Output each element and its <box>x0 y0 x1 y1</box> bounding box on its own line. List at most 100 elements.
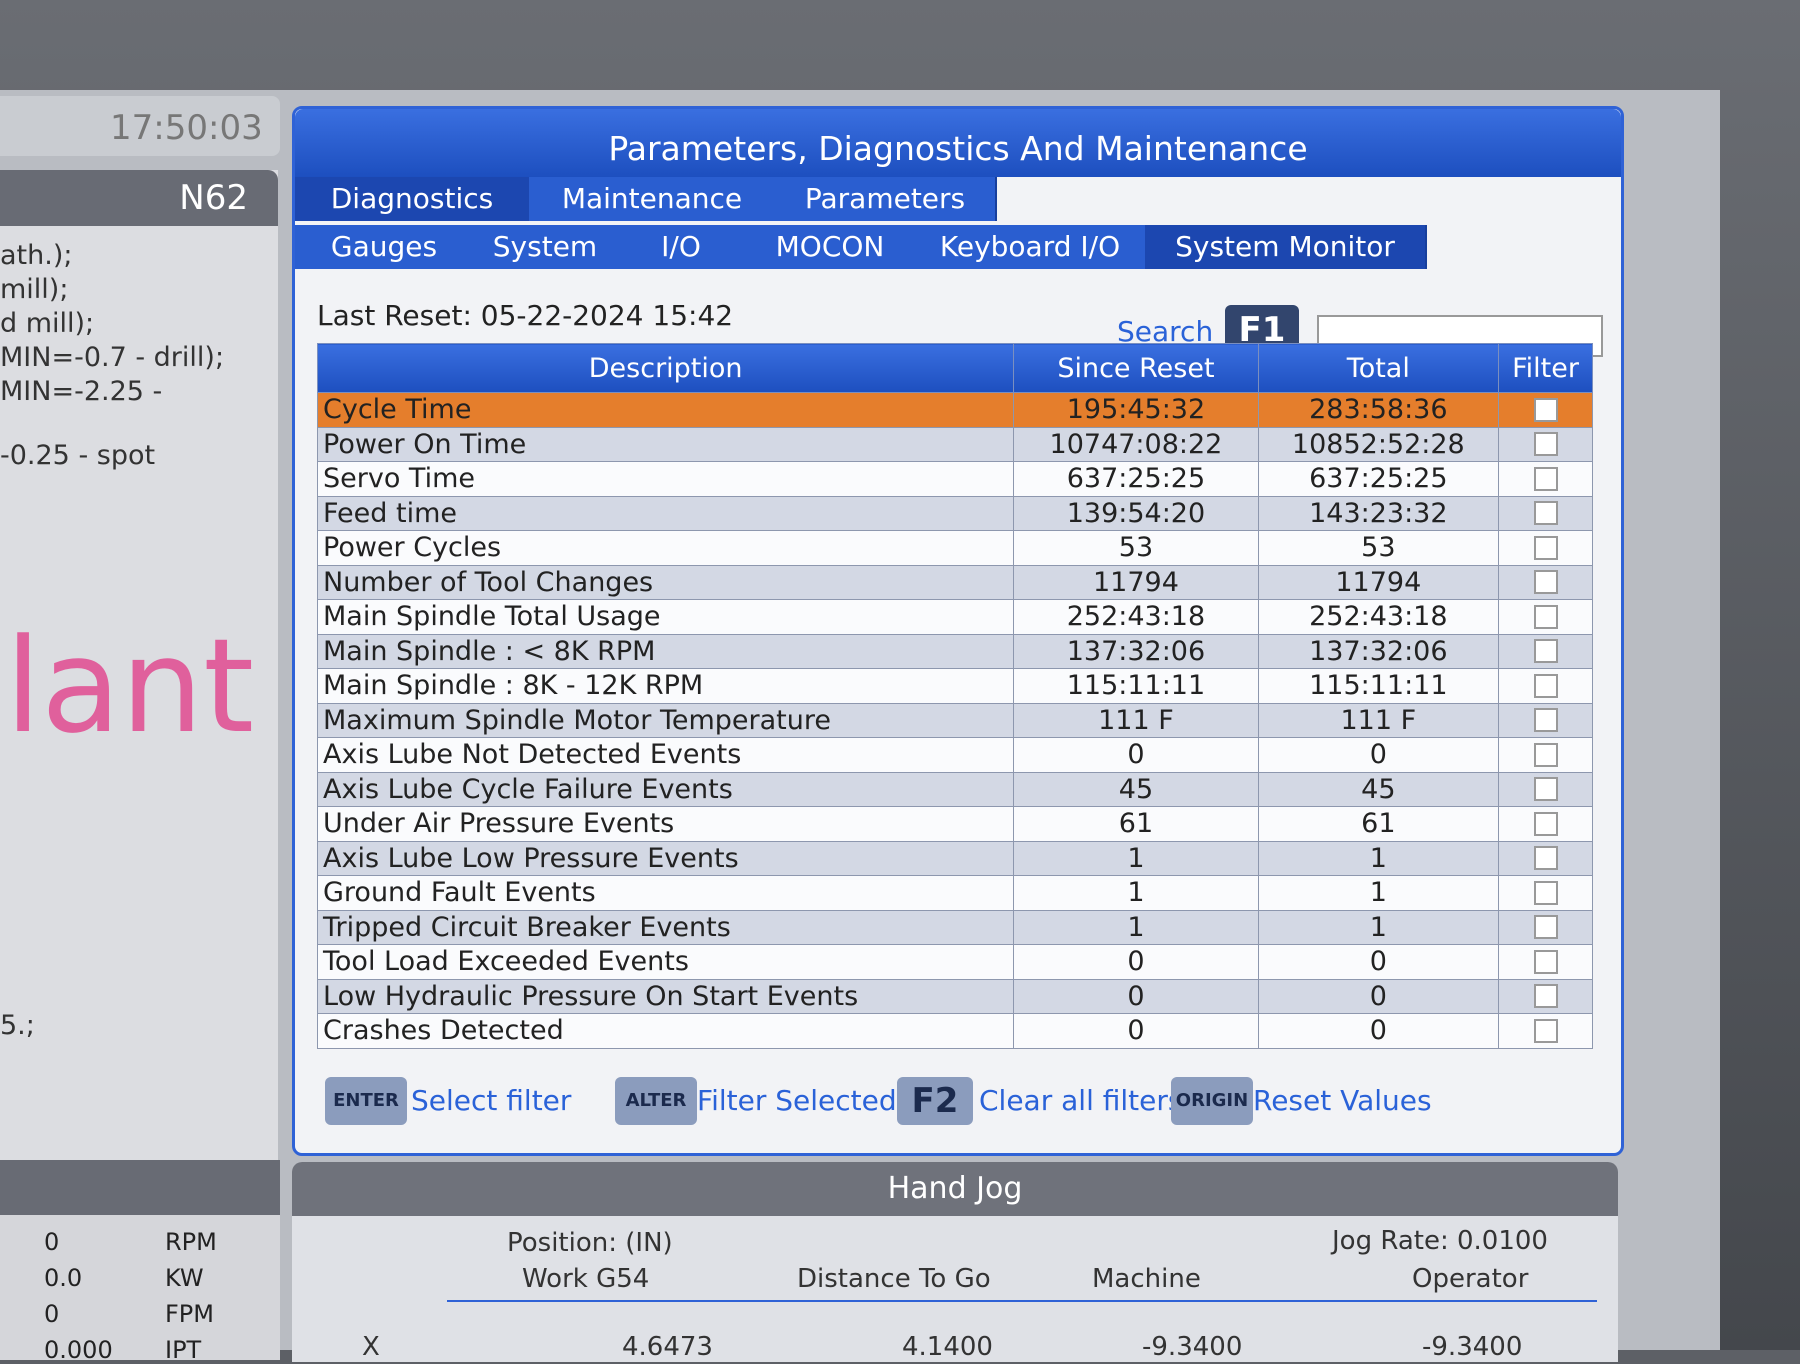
cell-description: Tool Load Exceeded Events <box>316 944 1015 980</box>
spindle-value: 0 <box>44 1300 60 1328</box>
cell-value: 45 <box>1257 771 1500 807</box>
filter-cell <box>1498 806 1593 842</box>
program-line: d mill); <box>0 308 95 339</box>
filter-cell <box>1498 702 1593 738</box>
filter-checkbox[interactable] <box>1533 535 1558 560</box>
search-label: Search <box>1117 315 1214 348</box>
cell-value: 0 <box>1013 978 1259 1014</box>
table-row[interactable]: Ground Fault Events 1 1 <box>316 875 1593 911</box>
table-row[interactable]: Power Cycles 53 53 <box>316 530 1593 566</box>
cell-description: Crashes Detected <box>316 1013 1015 1049</box>
table-row[interactable]: Low Hydraulic Pressure On Start Events 0 0 <box>316 978 1593 1014</box>
jog-column: Machine <box>1092 1264 1201 1294</box>
filter-checkbox[interactable] <box>1533 673 1558 698</box>
spindle-unit: RPM <box>165 1228 217 1256</box>
cell-value: 111 F <box>1257 702 1500 738</box>
filter-cell <box>1498 426 1593 462</box>
table-row[interactable]: Main Spindle : 8K - 12K RPM 115:11:11 115:… <box>316 668 1593 704</box>
table-row[interactable]: Feed time 139:54:20 143:23:32 <box>316 495 1593 531</box>
spindle-panel: 0 RPM 0.0 KW 0 FPM 0.000 IPT <box>0 1160 280 1364</box>
subtab[interactable]: I/O <box>617 225 747 269</box>
cell-value: 1 <box>1013 909 1259 945</box>
cell-value: 1 <box>1257 909 1500 945</box>
filter-checkbox[interactable] <box>1533 880 1558 905</box>
spindle-unit: KW <box>165 1264 204 1292</box>
action-label[interactable]: Reset Values <box>1253 1084 1432 1117</box>
filter-checkbox[interactable] <box>1533 604 1558 629</box>
table-row[interactable]: Power On Time 10747:08:22 10852:52:28 <box>316 426 1593 462</box>
filter-cell <box>1498 564 1593 600</box>
filter-cell <box>1498 978 1593 1014</box>
table-row[interactable]: Main Spindle Total Usage 252:43:18 252:43:… <box>316 599 1593 635</box>
column-header: Description <box>316 343 1015 393</box>
subtab[interactable]: MOCON <box>745 225 917 269</box>
filter-cell <box>1498 909 1593 945</box>
filter-checkbox[interactable] <box>1533 777 1558 802</box>
action-label[interactable]: Clear all filters <box>979 1084 1183 1117</box>
filter-checkbox[interactable] <box>1533 984 1558 1009</box>
position-label: Position: (IN) <box>507 1228 673 1258</box>
clock: 17:50:03 <box>110 108 263 148</box>
table-row[interactable]: Tripped Circuit Breaker Events 1 1 <box>316 909 1593 945</box>
subtab[interactable]: System Monitor <box>1145 225 1427 269</box>
table-row[interactable]: Axis Lube Cycle Failure Events 45 45 <box>316 771 1593 807</box>
key-button[interactable]: ENTER <box>325 1077 407 1125</box>
filter-checkbox[interactable] <box>1533 742 1558 767</box>
hand-jog-title: Hand Jog <box>292 1162 1618 1216</box>
cell-value: 53 <box>1013 530 1259 566</box>
jog-value: -9.3400 <box>1142 1332 1243 1362</box>
table-row[interactable]: Main Spindle : < 8K RPM 137:32:06 137:32:0… <box>316 633 1593 669</box>
table-row[interactable]: Maximum Spindle Motor Temperature 111 F 11… <box>316 702 1593 738</box>
diagnostics-window: Parameters, Diagnostics And Maintenance … <box>292 106 1624 1156</box>
jog-column: Work G54 <box>522 1264 650 1294</box>
program-line: mill); <box>0 274 69 305</box>
key-button[interactable]: F2 <box>897 1077 973 1125</box>
status-bar: 17:50:03 <box>0 96 280 156</box>
filter-checkbox[interactable] <box>1533 397 1558 422</box>
subtab[interactable]: Gauges <box>295 225 475 269</box>
filter-cell <box>1498 461 1593 497</box>
filter-checkbox[interactable] <box>1533 811 1558 836</box>
subtab[interactable]: Keyboard I/O <box>915 225 1147 269</box>
filter-checkbox[interactable] <box>1533 1018 1558 1043</box>
table-row[interactable]: Tool Load Exceeded Events 0 0 <box>316 944 1593 980</box>
cell-description: Feed time <box>316 495 1015 531</box>
filter-checkbox[interactable] <box>1533 639 1558 664</box>
filter-checkbox[interactable] <box>1533 708 1558 733</box>
table-row[interactable]: Cycle Time 195:45:32 283:58:36 <box>316 392 1593 428</box>
tab[interactable]: Maintenance <box>529 177 777 221</box>
big-text: lant <box>5 610 255 762</box>
filter-checkbox[interactable] <box>1533 949 1558 974</box>
key-button[interactable]: ALTER <box>615 1077 697 1125</box>
cell-value: 115:11:11 <box>1013 668 1259 704</box>
table-row[interactable]: Under Air Pressure Events 61 61 <box>316 806 1593 842</box>
table-row[interactable]: Servo Time 637:25:25 637:25:25 <box>316 461 1593 497</box>
tab[interactable]: Diagnostics <box>295 177 531 221</box>
table-row[interactable]: Crashes Detected 0 0 <box>316 1013 1593 1049</box>
filter-checkbox[interactable] <box>1533 915 1558 940</box>
filter-checkbox[interactable] <box>1533 846 1558 871</box>
action-label[interactable]: Select filter <box>411 1084 572 1117</box>
action-label[interactable]: Filter Selected <box>697 1084 897 1117</box>
filter-checkbox[interactable] <box>1533 501 1558 526</box>
table-row[interactable]: Axis Lube Low Pressure Events 1 1 <box>316 840 1593 876</box>
cell-value: 0 <box>1257 1013 1500 1049</box>
cell-value: 0 <box>1257 944 1500 980</box>
filter-cell <box>1498 771 1593 807</box>
table-row[interactable]: Number of Tool Changes 11794 11794 <box>316 564 1593 600</box>
cell-description: Maximum Spindle Motor Temperature <box>316 702 1015 738</box>
filter-checkbox[interactable] <box>1533 466 1558 491</box>
filter-checkbox[interactable] <box>1533 432 1558 457</box>
subtab[interactable]: System <box>473 225 619 269</box>
table-row[interactable]: Axis Lube Not Detected Events 0 0 <box>316 737 1593 773</box>
cell-value: 10852:52:28 <box>1257 426 1500 462</box>
cell-value: 53 <box>1257 530 1500 566</box>
key-button[interactable]: ORIGIN <box>1171 1077 1253 1125</box>
tab[interactable]: Parameters <box>775 177 997 221</box>
cell-value: 0 <box>1013 737 1259 773</box>
cell-value: 61 <box>1257 806 1500 842</box>
cell-value: 0 <box>1013 1013 1259 1049</box>
jog-column: Operator <box>1412 1264 1529 1294</box>
filter-checkbox[interactable] <box>1533 570 1558 595</box>
cell-description: Axis Lube Cycle Failure Events <box>316 771 1015 807</box>
